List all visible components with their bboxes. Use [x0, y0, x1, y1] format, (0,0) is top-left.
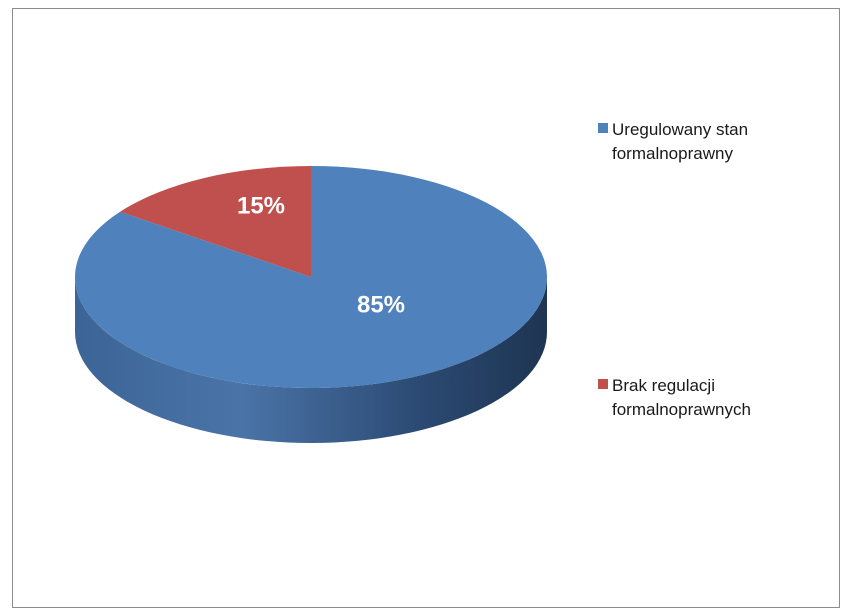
pie-data-labels: 85% 15%	[237, 192, 405, 318]
legend-label: Brak regulacji formalnoprawnych	[612, 376, 751, 419]
pie-slice-1	[120, 166, 311, 277]
legend-swatch-red	[598, 379, 608, 389]
pie-side-0	[75, 277, 547, 443]
legend-item-brak: Brak regulacji formalnoprawnych	[598, 374, 802, 422]
data-label-0: 85%	[357, 291, 405, 318]
data-label-1: 15%	[237, 192, 285, 219]
pie-slice-0	[74, 166, 548, 388]
legend-label: Uregulowany stan formalnoprawny	[612, 120, 749, 163]
legend-swatch-blue	[598, 123, 608, 133]
pie-chart: 85% 15%	[74, 166, 548, 443]
pie-top-faces	[74, 166, 548, 388]
legend-item-uregulowany: Uregulowany stan formalnoprawny	[598, 118, 802, 166]
pie-side-walls	[75, 277, 547, 443]
